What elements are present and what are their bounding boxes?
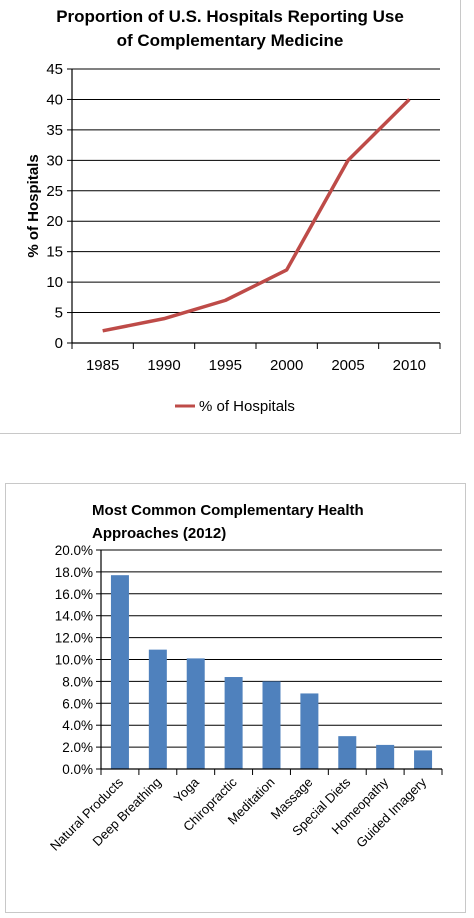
line-chart: Proportion of U.S. Hospitals Reporting U…	[25, 7, 441, 415]
y-tick-label: 10.0%	[55, 653, 93, 668]
y-tick-label: 45	[46, 61, 63, 78]
y-tick-label: 25	[46, 183, 63, 200]
category-label: Yoga	[171, 774, 203, 806]
y-axis-label: % of Hospitals	[25, 154, 42, 257]
y-tick-label: 0	[55, 335, 63, 352]
category-label: Deep Breathing	[89, 775, 163, 849]
x-tick-label: 1990	[147, 357, 180, 374]
y-tick-label: 14.0%	[55, 609, 93, 624]
x-tick-label: 2005	[331, 357, 364, 374]
series-line	[102, 98, 411, 333]
chart-title-line-1: Most Common Complementary Health	[92, 502, 364, 519]
chart-title-line-2: of Complementary Medicine	[117, 31, 344, 50]
line-chart-panel: Proportion of U.S. Hospitals Reporting U…	[0, 0, 461, 434]
x-tick-label: 2010	[393, 357, 426, 374]
y-tick-label: 12.0%	[55, 631, 93, 646]
y-tick-label: 35	[46, 122, 63, 139]
legend-label: % of Hospitals	[199, 398, 295, 415]
y-tick-label: 4.0%	[62, 718, 93, 733]
y-tick-label: 6.0%	[62, 696, 93, 711]
y-tick-label: 18.0%	[55, 565, 93, 580]
bar	[262, 681, 281, 769]
bar	[338, 736, 357, 769]
bar	[224, 677, 243, 769]
y-tick-label: 30	[46, 152, 63, 169]
bar	[110, 575, 129, 769]
category-label: Guided Imagery	[353, 774, 429, 850]
y-tick-label: 20.0%	[55, 543, 93, 558]
bar	[376, 744, 395, 769]
y-tick-label: 10	[46, 274, 63, 291]
y-tick-label: 20	[46, 213, 63, 230]
x-tick-label: 2000	[270, 357, 303, 374]
bar	[186, 658, 205, 769]
x-tick-label: 1995	[209, 357, 242, 374]
bar	[300, 693, 319, 769]
y-tick-label: 5	[55, 305, 63, 322]
bar-chart-panel: Most Common Complementary Health Approac…	[5, 483, 466, 913]
bar	[414, 750, 433, 769]
bar-chart: Most Common Complementary Health Approac…	[47, 502, 443, 854]
y-tick-label: 8.0%	[62, 674, 93, 689]
bar	[148, 649, 167, 769]
y-tick-label: 0.0%	[62, 762, 93, 777]
y-tick-label: 2.0%	[62, 740, 93, 755]
y-tick-label: 16.0%	[55, 587, 93, 602]
y-tick-label: 40	[46, 91, 63, 108]
y-tick-label: 15	[46, 244, 63, 261]
legend: % of Hospitals	[175, 398, 295, 415]
chart-title-line-2: Approaches (2012)	[92, 525, 226, 542]
chart-title-line-1: Proportion of U.S. Hospitals Reporting U…	[56, 7, 404, 26]
x-tick-label: 1985	[86, 357, 119, 374]
